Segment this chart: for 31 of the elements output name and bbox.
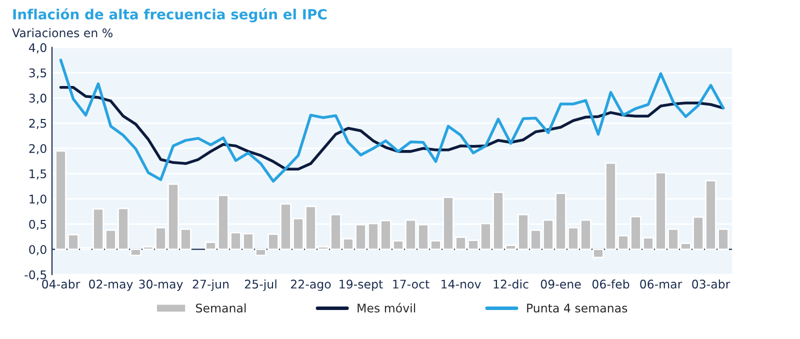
x-tick-label: 17-oct (393, 280, 430, 289)
legend-label: Punta 4 semanas (527, 304, 628, 313)
x-tick-label: 09-ene (540, 280, 581, 289)
line-series (59, 86, 725, 170)
y-tick-label: 1,5 (30, 170, 46, 180)
y-tick-label: 0,0 (29, 245, 46, 256)
x-tick-label: 22-ago (291, 280, 331, 291)
y-tick-label: 0,5 (29, 220, 46, 230)
line-series (59, 58, 725, 183)
x-tick-label: 25-jul (244, 279, 276, 291)
x-tick-label: 30-may (139, 280, 183, 291)
x-tick-label: 27-jun (192, 279, 229, 291)
x-tick-label: 03-abr (692, 279, 730, 289)
y-tick-label: 1,0 (30, 194, 46, 205)
y-tick-label: 3,0 (29, 94, 46, 104)
chart-subtitle: Variaciones en % (12, 28, 112, 38)
x-tick-label: 12-dic (494, 279, 528, 289)
x-tick-label: 14-nov (442, 280, 481, 289)
chart-title: Inflación de alta frecuencia según el IPC (13, 8, 327, 22)
y-tick-label: 3,5 (29, 68, 46, 79)
legend-label: Semanal (196, 303, 246, 313)
legend-label: Mes móvil (358, 302, 416, 313)
y-tick-label: 2,5 (29, 118, 46, 130)
x-tick-label: 06-feb (592, 279, 630, 289)
y-tick-label: 2,0 (29, 144, 46, 154)
y-tick-label: -0,5 (24, 270, 46, 280)
x-tick-label: 19-sept (340, 280, 383, 291)
y-tick-label: 4,0 (28, 43, 46, 54)
x-tick-label: 02-may (89, 280, 133, 291)
x-tick-label: 06-mar (640, 280, 682, 289)
x-tick-label: 04-abr (42, 279, 80, 289)
